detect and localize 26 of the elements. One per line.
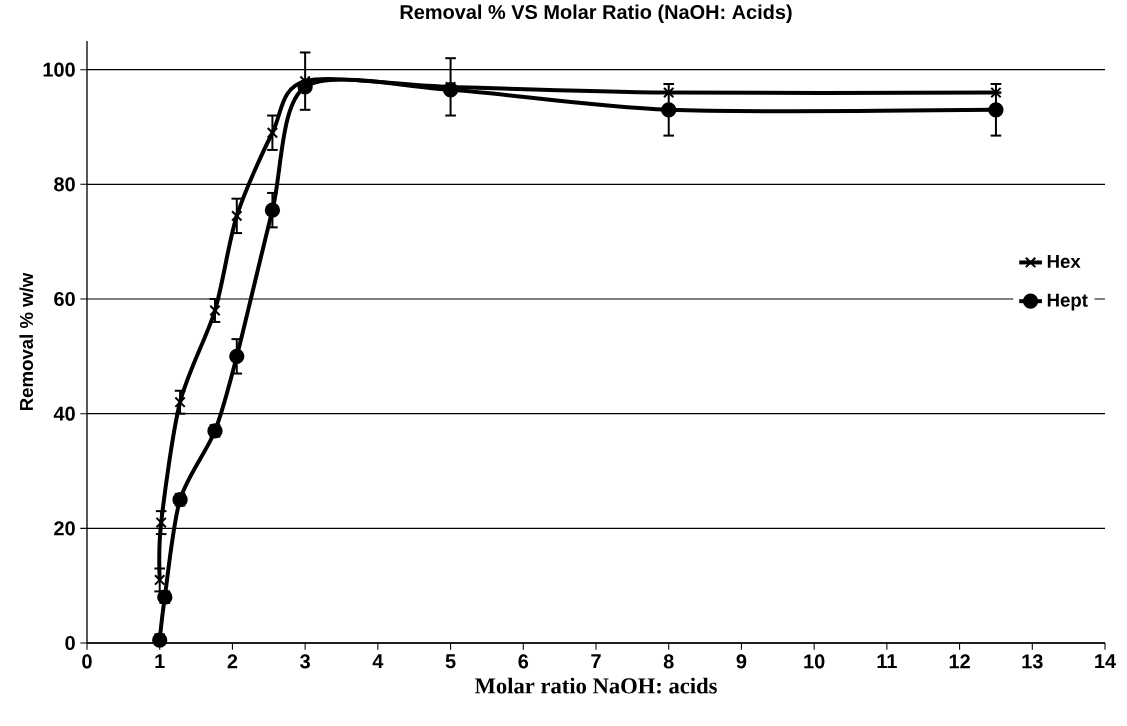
y-tick-label: 0: [65, 635, 75, 650]
y-tick-label: 20: [54, 521, 75, 536]
y-tick-label: 60: [54, 291, 75, 306]
y-tick-label: 40: [53, 406, 75, 421]
x-tick-label: 9: [736, 654, 747, 669]
x-tick-label: 0: [82, 654, 92, 669]
x-tick-label: 1: [155, 654, 165, 668]
x-tick-label: 11: [877, 654, 897, 668]
x-tick-label: 2: [227, 654, 238, 669]
x-tick-label: 3: [300, 654, 310, 669]
y-tick-label: 80: [54, 177, 75, 192]
x-tick-label: 14: [1095, 654, 1116, 668]
x-tick-label: 12: [949, 654, 970, 669]
y-axis-title: Removal % w/w: [19, 272, 34, 410]
y-tick-label: 100: [43, 62, 75, 77]
x-tick-label: 6: [518, 654, 529, 669]
x-tick-label: 5: [445, 654, 456, 669]
x-tick-label: 10: [804, 654, 825, 669]
legend-label: Hept: [1047, 293, 1088, 311]
x-tick-label: 4: [372, 654, 384, 668]
x-axis-title: Molar ratio NaOH: acids: [474, 677, 717, 694]
x-tick-label: 7: [591, 654, 601, 668]
x-tick-label: 13: [1022, 654, 1043, 669]
chart-title: Removal % VS Molar Ratio (NaOH: Acids): [400, 4, 792, 23]
x-tick-label: 8: [663, 654, 674, 669]
legend-label: Hex: [1047, 254, 1081, 268]
